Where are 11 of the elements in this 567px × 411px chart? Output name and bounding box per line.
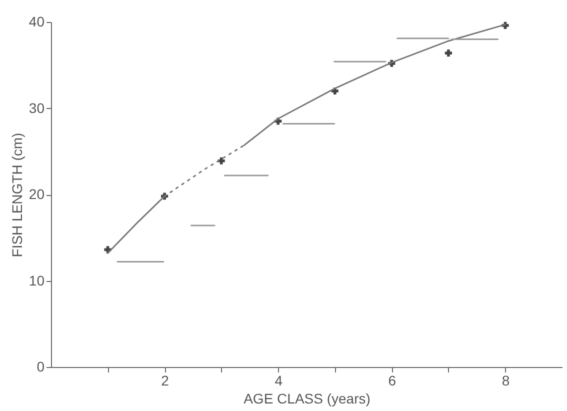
- x-tick-label: 8: [502, 372, 510, 388]
- x-tick-label: 4: [274, 372, 283, 388]
- y-tick-label: 30: [28, 100, 45, 116]
- y-tick-label: 40: [28, 14, 45, 30]
- x-tick-label: 6: [388, 372, 396, 388]
- y-tick-label: 0: [36, 358, 45, 374]
- x-axis-title: AGE CLASS (years): [244, 390, 370, 406]
- y-axis-title: FISH LENGTH (cm): [8, 132, 25, 258]
- x-tick-label: 2: [161, 372, 170, 388]
- y-tick-label: 20: [28, 186, 45, 202]
- y-tick-label: 10: [28, 272, 45, 288]
